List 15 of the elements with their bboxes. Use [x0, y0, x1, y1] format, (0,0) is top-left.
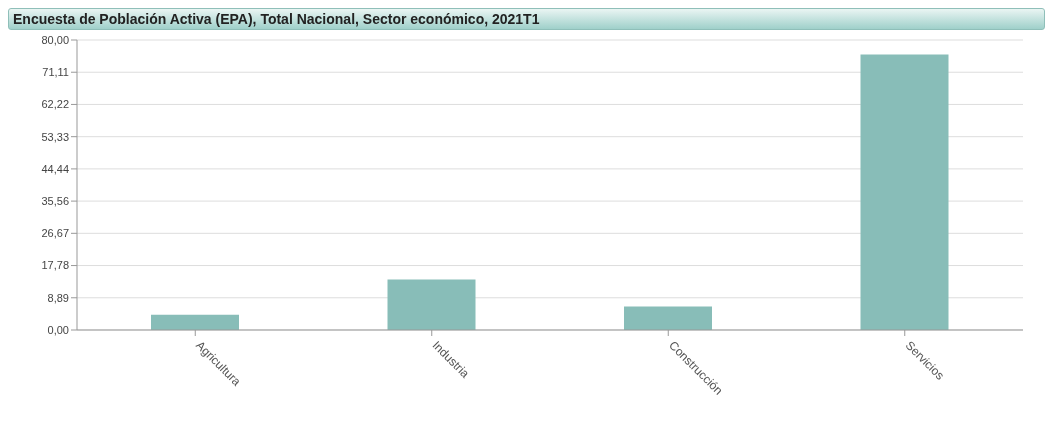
bar — [151, 314, 239, 330]
y-tick-label: 17,78 — [41, 259, 69, 272]
y-tick-label: 8,89 — [47, 291, 69, 304]
y-tick-label: 0,00 — [47, 323, 69, 336]
y-tick-label: 35,56 — [41, 195, 69, 207]
y-tick-label: 71,11 — [42, 66, 69, 79]
y-tick-label: 80,00 — [41, 33, 69, 46]
bar — [387, 279, 476, 330]
y-tick-label: 62,22 — [41, 98, 69, 111]
y-tick-label: 53,33 — [41, 130, 69, 143]
bar — [624, 306, 712, 330]
chart-title: Encuesta de Población Activa (EPA), Total Nacional, Sector económico, 2021T1 — [8, 8, 1045, 30]
y-tick-label: 44,44 — [41, 162, 69, 175]
y-tick-label: 26,67 — [41, 227, 69, 240]
bar — [860, 54, 949, 330]
